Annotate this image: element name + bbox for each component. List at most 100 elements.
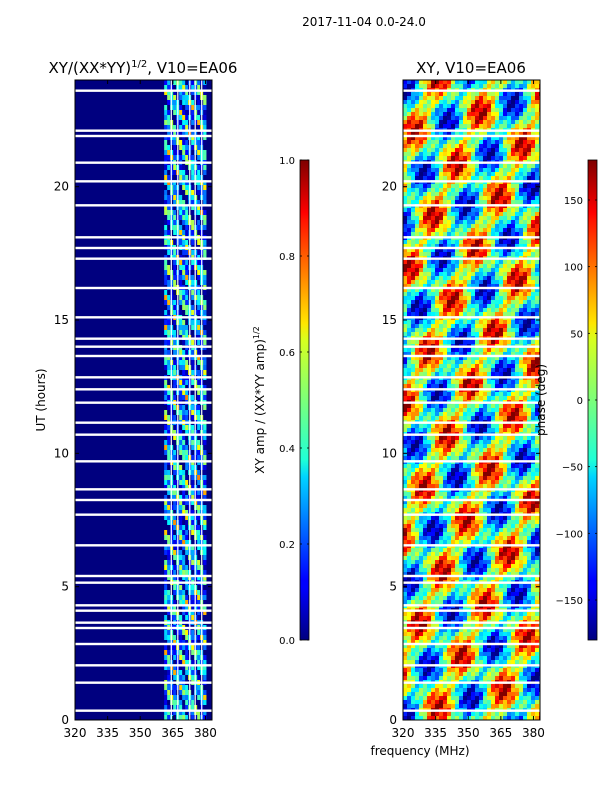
phase-cell	[495, 372, 500, 377]
phase-cell	[415, 408, 420, 413]
amplitude-cell	[173, 490, 177, 496]
amplitude-cell	[173, 565, 177, 571]
phase-cell	[467, 244, 472, 249]
phase-cell	[411, 172, 416, 177]
phase-cell	[487, 168, 492, 173]
amplitude-cell	[197, 260, 201, 266]
phase-cell	[463, 220, 468, 225]
amplitude-cell	[203, 385, 207, 391]
amplitude-cell	[203, 465, 207, 471]
amplitude-cell	[182, 540, 186, 546]
phase-cell	[431, 300, 436, 305]
phase-cell	[515, 84, 520, 89]
amplitude-cell	[173, 550, 177, 556]
phase-cell	[407, 392, 412, 397]
amplitude-time-gap	[75, 337, 212, 340]
phase-cell	[491, 212, 496, 217]
phase-cell	[527, 308, 532, 313]
phase-cell	[447, 220, 452, 225]
phase-cell	[427, 428, 432, 433]
phase-cell	[495, 104, 500, 109]
amplitude-cell	[167, 600, 171, 606]
amplitude-cell	[179, 295, 183, 301]
phase-cell	[459, 264, 464, 269]
amplitude-cell	[167, 485, 171, 491]
amplitude-cell	[185, 190, 189, 196]
amplitude-cell	[182, 490, 186, 496]
phase-cell	[407, 184, 412, 189]
amplitude-cell	[182, 210, 186, 216]
amplitude-cell	[164, 250, 168, 256]
amplitude-cell	[197, 510, 201, 516]
amplitude-cell	[164, 140, 168, 146]
amplitude-cell	[191, 615, 195, 621]
amplitude-cell	[194, 615, 198, 621]
amplitude-cell	[173, 555, 177, 561]
phase-cell	[479, 312, 484, 317]
phase-cell	[507, 144, 512, 149]
amplitude-cell	[173, 155, 177, 161]
phase-cell	[507, 240, 512, 245]
phase-cell	[479, 264, 484, 269]
phase-cell	[491, 112, 496, 117]
phase-cell	[535, 208, 540, 213]
phase-cell	[431, 372, 436, 377]
amplitude-cell	[194, 190, 198, 196]
phase-cell	[435, 300, 440, 305]
phase-cell	[527, 84, 532, 89]
phase-cell	[419, 228, 424, 233]
phase-cell	[431, 216, 436, 221]
amplitude-cell	[191, 410, 195, 416]
phase-cell	[451, 212, 456, 217]
amplitude-cell	[167, 145, 171, 151]
phase-cell	[411, 428, 416, 433]
amplitude-cell	[182, 320, 186, 326]
phase-cell	[439, 240, 444, 245]
amplitude-cell	[197, 280, 201, 286]
phase-cell	[467, 340, 472, 345]
amplitude-cell	[191, 365, 195, 371]
phase-cell	[531, 112, 536, 117]
phase-cell	[463, 200, 468, 205]
phase-cell	[491, 288, 496, 293]
phase-cell	[483, 412, 488, 417]
phase-cell	[527, 320, 532, 325]
phase-cell	[527, 168, 532, 173]
phase-cell	[439, 224, 444, 229]
amplitude-cell	[167, 570, 171, 576]
phase-cell	[471, 212, 476, 217]
phase-cell	[459, 112, 464, 117]
phase-cell	[403, 320, 408, 325]
phase-cell	[443, 392, 448, 397]
phase-cell	[507, 152, 512, 157]
amplitude-x-tick-label: 365	[161, 726, 184, 740]
phase-cell	[451, 152, 456, 157]
amplitude-cell	[173, 425, 177, 431]
amplitude-y-tick-label: 15	[54, 313, 69, 327]
phase-cell	[463, 368, 468, 373]
phase-cell	[499, 332, 504, 337]
phase-cell	[523, 192, 528, 197]
phase-cell	[495, 292, 500, 297]
phase-cell	[499, 428, 504, 433]
phase-cell	[419, 252, 424, 257]
phase-cell	[427, 360, 432, 365]
phase-cell	[535, 356, 540, 361]
amplitude-cell	[197, 470, 201, 476]
amplitude-cell	[164, 360, 168, 366]
phase-cell	[455, 200, 460, 205]
phase-cell	[411, 228, 416, 233]
amplitude-cell	[179, 690, 183, 696]
phase-cell	[495, 108, 500, 113]
phase-cell	[503, 196, 508, 201]
amplitude-cell	[182, 90, 186, 96]
phase-cell	[511, 168, 516, 173]
phase-cell	[431, 156, 436, 161]
phase-cell	[459, 136, 464, 141]
amplitude-cell	[194, 475, 198, 481]
phase-cell	[483, 192, 488, 197]
amplitude-cell	[164, 485, 168, 491]
amplitude-cell	[164, 310, 168, 316]
phase-cell	[475, 148, 480, 153]
phase-cell	[519, 284, 524, 289]
